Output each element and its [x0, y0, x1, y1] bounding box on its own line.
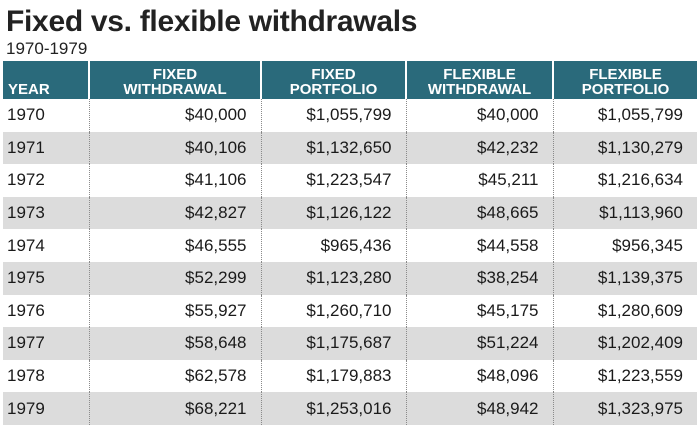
column-header-1-line1: FIXED — [152, 66, 198, 83]
table-cell: $1,223,547 — [260, 164, 406, 197]
column-header-4-line1: FLEXIBLE — [589, 66, 662, 83]
table-cell: $46,555 — [88, 229, 261, 262]
table-cell: 1977 — [3, 327, 89, 360]
column-header-2: FIXED PORTFOLIO — [260, 61, 406, 99]
table-header: YEAR FIXED WITHDRAWAL FIXED PORTFOLIO FLEXIBL… — [3, 61, 697, 99]
table-cell: $41,106 — [88, 164, 261, 197]
table-cell: $42,232 — [405, 131, 553, 165]
table-cell: 1979 — [3, 392, 89, 425]
table-row: 1974 $46,555 $965,436 $44,558 $956,345 — [3, 229, 697, 262]
table-row: 1975 $52,299 $1,123,280 $38,254 $1,139,375 — [3, 261, 697, 295]
table-cell: $1,132,650 — [260, 131, 406, 165]
table-cell: $1,055,799 — [260, 99, 406, 132]
table-cell: $48,096 — [405, 359, 553, 393]
table-cell: $40,000 — [405, 99, 553, 132]
table-row: 1973 $42,827 $1,126,122 $48,665 $1,113,960 — [3, 196, 697, 230]
table-cell: $1,139,375 — [552, 261, 697, 295]
table-cell: $48,942 — [405, 392, 553, 425]
column-header-3-line2: WITHDRAWAL — [427, 81, 532, 98]
table-cell: $58,648 — [88, 327, 261, 360]
table-cell: $1,253,016 — [260, 392, 406, 425]
table-cell: $62,578 — [88, 359, 261, 393]
table-cell: $1,175,687 — [260, 327, 406, 360]
table-cell: $1,126,122 — [260, 196, 406, 230]
column-header-0: YEAR — [3, 61, 89, 99]
column-header-2-line1: FIXED — [311, 66, 356, 83]
table-cell: $1,055,799 — [552, 99, 697, 132]
column-header-1: FIXED WITHDRAWAL — [88, 61, 261, 99]
table-cell: $40,000 — [88, 99, 261, 132]
column-header-3-line1: FLEXIBLE — [443, 66, 516, 83]
table-cell: 1973 — [3, 196, 89, 230]
column-header-4: FLEXIBLE PORTFOLIO — [552, 61, 697, 99]
table-row: 1972 $41,106 $1,223,547 $45,211 $1,216,634 — [3, 164, 697, 197]
column-header-2-line2: PORTFOLIO — [289, 81, 378, 98]
table-cell: $1,113,960 — [552, 196, 697, 230]
table-cell: 1972 — [7, 170, 45, 190]
table-row: 1978 $62,578 $1,179,883 $48,096 $1,223,559 — [3, 359, 697, 393]
column-header-1-line2: WITHDRAWAL — [123, 81, 227, 98]
table-row: 1977 $58,648 $1,175,687 $51,224 $1,202,409 — [3, 327, 697, 360]
table-body: 1970 $40,000 $1,055,799 $40,000 $1,055,799 19… — [3, 99, 697, 425]
table-cell: $1,260,710 — [260, 294, 406, 328]
page-title: Fixed vs. flexible withdrawals — [6, 5, 418, 38]
table-cell: $55,927 — [88, 294, 261, 328]
header-row: YEAR FIXED WITHDRAWAL FIXED PORTFOLIO FLEXIBL… — [3, 61, 697, 99]
table-cell: $1,223,559 — [552, 359, 697, 393]
table-cell: 1978 — [7, 366, 45, 386]
table-cell: $1,179,883 — [260, 359, 406, 393]
table-cell: $45,175 — [405, 294, 553, 328]
table-cell: 1971 — [3, 131, 89, 165]
table-cell: $1,202,409 — [552, 327, 697, 360]
table-cell: $51,224 — [405, 327, 553, 360]
data-table: YEAR FIXED WITHDRAWAL FIXED PORTFOLIO FLEXIBL… — [3, 61, 697, 425]
table-row: 1970 $40,000 $1,055,799 $40,000 $1,055,799 — [3, 99, 697, 132]
table-cell: $38,254 — [405, 261, 553, 295]
column-header-0-line2: YEAR — [8, 81, 50, 98]
table-cell: $956,345 — [552, 229, 697, 262]
table-row: 1976 $55,927 $1,260,710 $45,175 $1,280,609 — [3, 294, 697, 328]
table-cell: $1,216,634 — [552, 164, 697, 197]
column-header-3: FLEXIBLE WITHDRAWAL — [405, 61, 553, 99]
table-cell: $45,211 — [405, 164, 553, 197]
table-cell: $1,130,279 — [552, 131, 697, 165]
table-cell: 1976 — [7, 300, 45, 320]
table-cell: $40,106 — [88, 131, 261, 165]
table-cell: $44,558 — [405, 229, 553, 262]
table-cell: $1,123,280 — [260, 261, 406, 295]
table-row: 1971 $40,106 $1,132,650 $42,232 $1,130,279 — [3, 131, 697, 165]
table-cell: $42,827 — [88, 196, 261, 230]
table-cell: $68,221 — [88, 392, 261, 425]
column-header-4-line2: PORTFOLIO — [581, 81, 670, 98]
table-cell: $965,436 — [260, 229, 406, 262]
table-cell: $52,299 — [88, 261, 261, 295]
table-cell: $1,323,975 — [552, 392, 697, 425]
table-row: 1979 $68,221 $1,253,016 $48,942 $1,323,975 — [3, 392, 697, 425]
page-subtitle: 1970-1979 — [6, 39, 88, 58]
table-cell: $48,665 — [405, 196, 553, 230]
table-cell: 1975 — [3, 261, 89, 295]
table-cell: $1,280,609 — [552, 294, 697, 328]
table-cell: 1970 — [7, 105, 45, 125]
table-cell: 1974 — [7, 235, 45, 255]
